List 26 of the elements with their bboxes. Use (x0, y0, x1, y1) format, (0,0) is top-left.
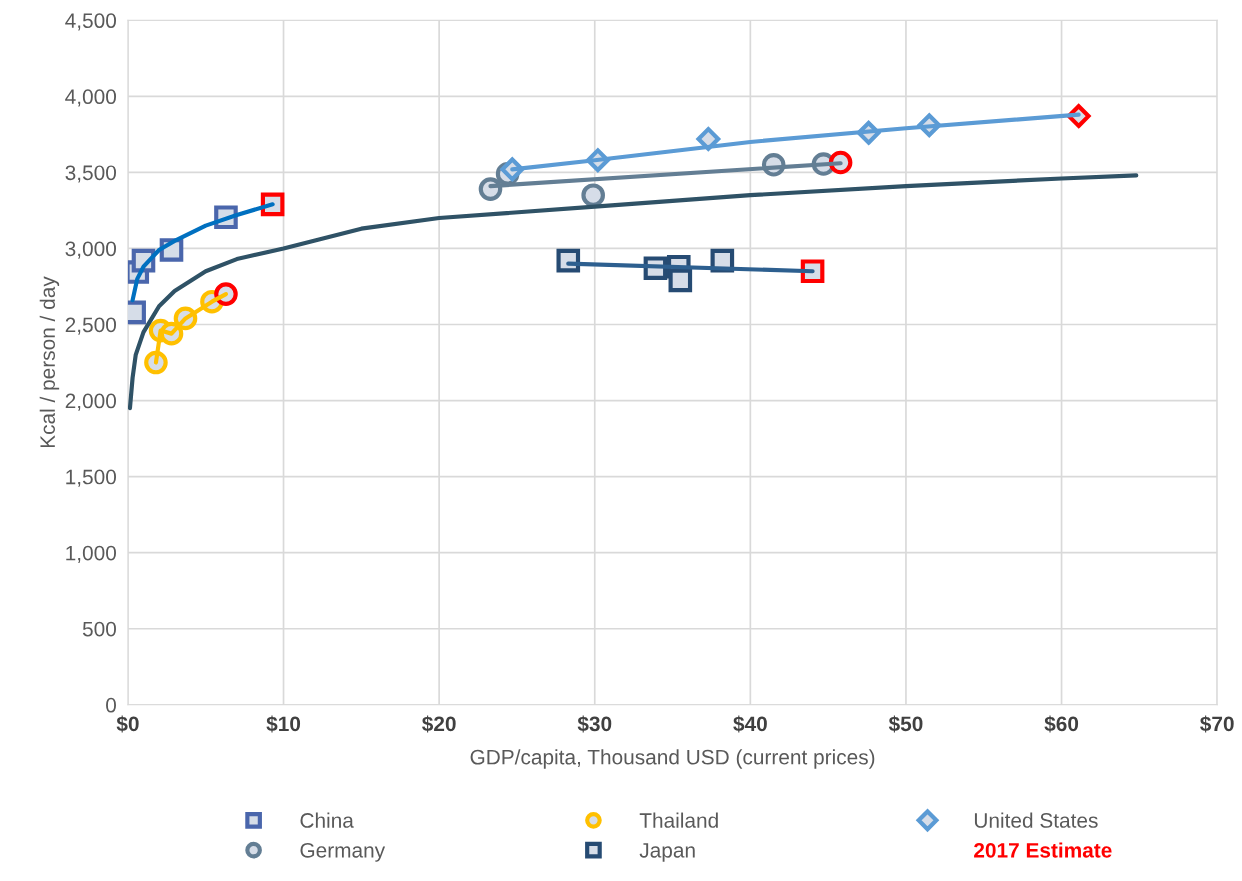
x-tick-label: $10 (266, 715, 301, 733)
text: 2017 Estimate (974, 842, 1112, 858)
y-tick-label: 1,000 (66, 545, 117, 563)
x-tick-label: $70 (1200, 715, 1234, 733)
y-tick-label: 2,500 (65, 317, 117, 335)
y-tick-label: 2,000 (65, 393, 117, 411)
y-axis-title: Kcal / person / day (39, 276, 60, 448)
x-tick-label: $50 (888, 715, 923, 733)
x-tick-label: $30 (577, 715, 612, 733)
x-axis-title: GDP/capita, Thousand USD (current prices) (470, 749, 875, 769)
y-tick-label: 4,500 (65, 13, 117, 31)
legend-label: Thailand (639, 812, 718, 828)
legend-label: Japan (639, 843, 695, 862)
legend-label: China (300, 812, 354, 828)
x-tick-label: $60 (1044, 715, 1079, 733)
legend-label: Germany (300, 842, 386, 862)
y-tick-label: 3,000 (65, 241, 117, 259)
y-tick-label: 0 (106, 697, 116, 713)
y-tick-label: 1,500 (66, 469, 117, 487)
y-tick-label: 4,000 (65, 89, 117, 107)
y-tick-label: 500 (82, 621, 116, 637)
y-tick-label: 3,500 (65, 165, 117, 183)
x-tick-label: $40 (733, 715, 767, 733)
x-tick-label: $0 (116, 715, 139, 733)
legend-label: United States (974, 812, 1098, 828)
x-tick-label: $20 (422, 715, 456, 733)
